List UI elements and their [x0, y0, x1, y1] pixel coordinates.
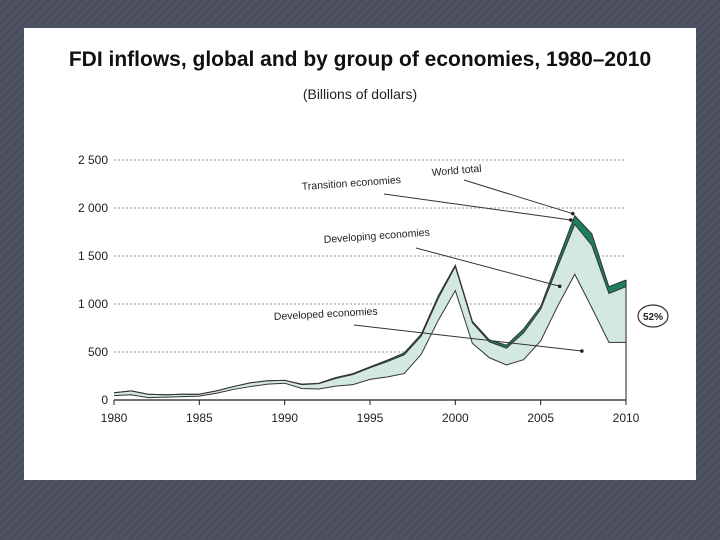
grid-layer — [114, 159, 626, 353]
x-tick-label: 2000 — [442, 411, 469, 425]
x-tick-label: 1995 — [357, 411, 384, 425]
annotation-label: Transition economies — [301, 174, 401, 193]
axis-layer — [113, 280, 627, 405]
chart-title: FDI inflows, global and by group of econ… — [68, 48, 652, 71]
x-tick-label: 1985 — [186, 411, 213, 425]
share-badge-circle — [637, 304, 669, 328]
share-badge-label: 52% — [643, 312, 663, 323]
annotation-leader — [353, 324, 582, 352]
x-tick-label: 1990 — [271, 411, 298, 425]
area-layer — [113, 214, 627, 400]
x-tick-label: 1980 — [101, 411, 128, 425]
chart-subtitle: (Billions of dollars) — [302, 86, 418, 102]
developed-series-line — [113, 273, 626, 399]
x-tick-label: 2010 — [613, 411, 640, 425]
annotation-leader — [415, 247, 560, 287]
y-tick-label: 500 — [88, 345, 108, 359]
annotation-arrowhead — [569, 218, 573, 222]
y-tick-label: 2 500 — [78, 153, 108, 167]
world-total-line — [113, 214, 627, 396]
annotation-leader — [383, 193, 571, 221]
annotation-label: World total — [431, 163, 482, 179]
x-tick-label: 2005 — [527, 411, 554, 425]
annotation-layer: World total Transition economies Developin… — [274, 163, 669, 353]
tick-label-layer: 0 500 1 000 1 500 2 000 2 500 1980 1985 1990 1995… — [78, 153, 640, 425]
chart-card: FDI inflows, global and by group of econ… — [24, 28, 696, 480]
annotation-arrowhead — [580, 349, 584, 353]
annotation-leader — [463, 179, 573, 215]
y-tick-label: 2 000 — [78, 201, 108, 215]
developing-band — [114, 224, 626, 398]
developed-band — [114, 274, 626, 400]
annotation-label: Developing economies — [323, 227, 430, 246]
y-tick-label: 1 000 — [78, 297, 108, 311]
annotation-label: Developed economies — [274, 306, 378, 323]
annotation-arrowhead — [571, 211, 575, 216]
y-tick-label: 1 500 — [78, 249, 108, 263]
fdi-chart: 0 500 1 000 1 500 2 000 2 500 1980 1985 1990 1995… — [78, 153, 669, 425]
y-tick-label: 0 — [101, 393, 108, 407]
annotation-arrowhead — [557, 284, 562, 289]
